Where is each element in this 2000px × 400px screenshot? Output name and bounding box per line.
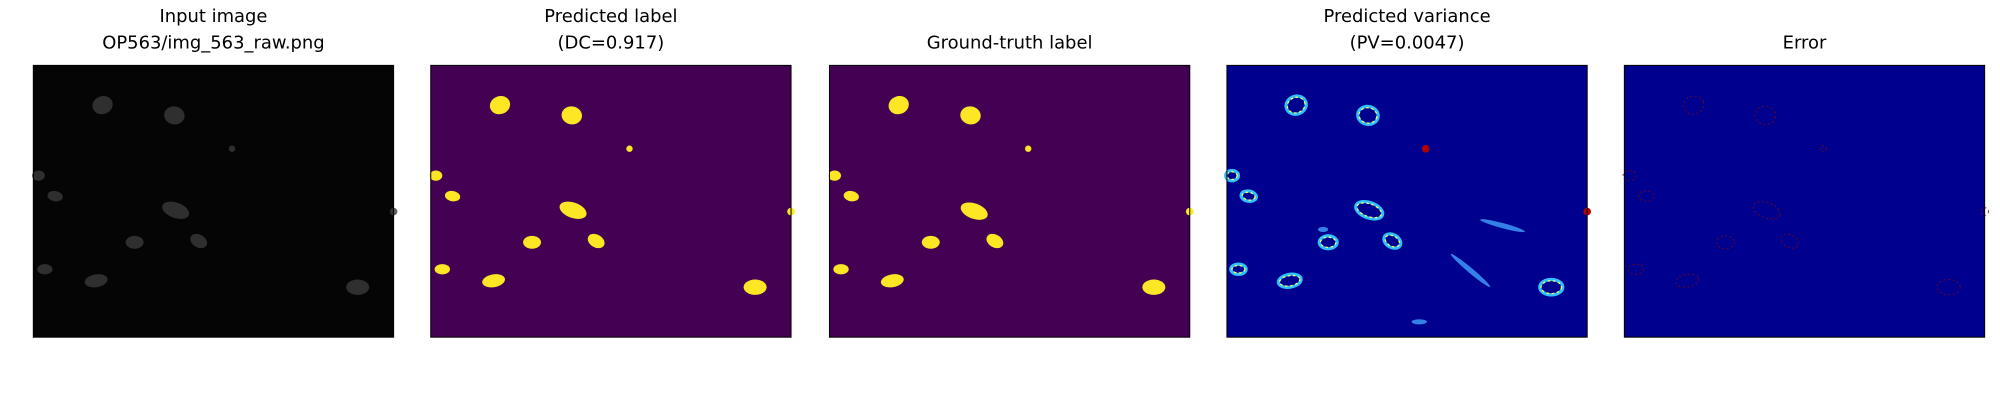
panel-content bbox=[1224, 94, 1592, 325]
panel-background bbox=[1226, 65, 1588, 338]
cell-ring bbox=[1276, 272, 1303, 289]
cell bbox=[482, 274, 506, 288]
cell bbox=[434, 264, 450, 275]
panel bbox=[828, 64, 1194, 338]
cell bbox=[523, 235, 542, 249]
streak bbox=[1317, 226, 1329, 233]
cell bbox=[444, 190, 461, 202]
cell-ring bbox=[1384, 234, 1401, 248]
cell bbox=[888, 95, 909, 115]
cell bbox=[92, 95, 113, 115]
cell bbox=[125, 235, 144, 249]
panel-background bbox=[430, 65, 792, 338]
panel-title: OP563/img_563_raw.png bbox=[102, 33, 324, 54]
panel-title: (PV=0.0047) bbox=[1350, 33, 1465, 54]
cell-ring bbox=[1317, 234, 1339, 251]
cell bbox=[960, 106, 981, 125]
panel-background bbox=[33, 65, 394, 338]
cell bbox=[828, 170, 842, 181]
cell bbox=[587, 233, 605, 249]
cell bbox=[429, 170, 443, 181]
cell bbox=[164, 106, 185, 125]
streak bbox=[1450, 253, 1491, 288]
cell bbox=[489, 95, 511, 115]
cell-ring bbox=[1286, 96, 1306, 114]
panel-frame bbox=[1623, 64, 1986, 338]
cell bbox=[921, 235, 940, 249]
error-ring bbox=[1716, 235, 1736, 250]
cell-ring bbox=[1382, 232, 1403, 250]
cell bbox=[960, 202, 988, 220]
cell-ring bbox=[1319, 236, 1337, 249]
cell bbox=[32, 170, 45, 181]
error-ring bbox=[1627, 263, 1645, 275]
cell bbox=[37, 264, 53, 275]
panel-title: Ground-truth label bbox=[927, 33, 1093, 54]
panel-content bbox=[1622, 95, 1989, 296]
cell-ring bbox=[1538, 277, 1565, 297]
panel-title: Input image bbox=[159, 6, 267, 27]
error-ring bbox=[1675, 273, 1700, 288]
cell-ring bbox=[1231, 264, 1246, 274]
cell-ring bbox=[1540, 280, 1563, 295]
cell-ring bbox=[1284, 94, 1308, 116]
panel-frame bbox=[430, 64, 792, 338]
cell bbox=[561, 106, 583, 125]
cell bbox=[47, 190, 63, 202]
panel-background bbox=[829, 65, 1190, 338]
cell bbox=[84, 274, 108, 288]
panel bbox=[429, 64, 795, 338]
error-ring bbox=[1752, 201, 1781, 220]
streak bbox=[1411, 319, 1427, 325]
cell bbox=[346, 279, 370, 295]
cell bbox=[190, 233, 208, 249]
cell bbox=[1142, 279, 1166, 295]
panel-content bbox=[429, 95, 795, 295]
panel-content bbox=[32, 95, 398, 295]
cell-ring bbox=[1356, 104, 1380, 127]
cell bbox=[986, 233, 1004, 249]
error-ring bbox=[1819, 145, 1827, 153]
error-ring bbox=[1638, 190, 1655, 202]
panel-background bbox=[1624, 65, 1985, 338]
panel bbox=[32, 64, 398, 338]
cell-ring bbox=[1358, 107, 1378, 124]
cell bbox=[1025, 145, 1032, 152]
panel bbox=[1622, 64, 1989, 338]
cell-ring bbox=[1224, 168, 1241, 183]
cell-ring bbox=[1229, 262, 1248, 276]
cell-ring bbox=[1239, 189, 1258, 203]
panel-title: (DC=0.917) bbox=[558, 33, 665, 54]
error-ring bbox=[1682, 95, 1705, 115]
cell bbox=[843, 190, 859, 202]
panel-title: Predicted variance bbox=[1323, 6, 1490, 27]
panel-content bbox=[828, 95, 1194, 295]
cell bbox=[559, 201, 587, 219]
cell bbox=[833, 264, 849, 275]
cell bbox=[626, 145, 633, 152]
panel-frame bbox=[32, 64, 395, 338]
cell-ring bbox=[1278, 274, 1301, 287]
panel-frame bbox=[1226, 64, 1588, 338]
panel-title: Predicted label bbox=[544, 6, 677, 27]
error-ring bbox=[1754, 105, 1777, 125]
cell bbox=[162, 201, 190, 219]
panel bbox=[1224, 64, 1592, 338]
streak bbox=[1480, 219, 1525, 233]
error-ring bbox=[1622, 170, 1637, 182]
cell bbox=[743, 279, 767, 295]
cell-ring bbox=[1354, 199, 1385, 221]
panel-frame bbox=[828, 64, 1191, 338]
cell bbox=[880, 274, 904, 288]
cell bbox=[228, 145, 236, 152]
error-ring bbox=[1780, 233, 1799, 249]
cell-ring bbox=[1226, 171, 1238, 181]
cell-ring bbox=[1356, 202, 1383, 219]
cell bbox=[1421, 144, 1430, 153]
panel-title: Error bbox=[1783, 33, 1827, 54]
cell-ring bbox=[1241, 191, 1256, 201]
